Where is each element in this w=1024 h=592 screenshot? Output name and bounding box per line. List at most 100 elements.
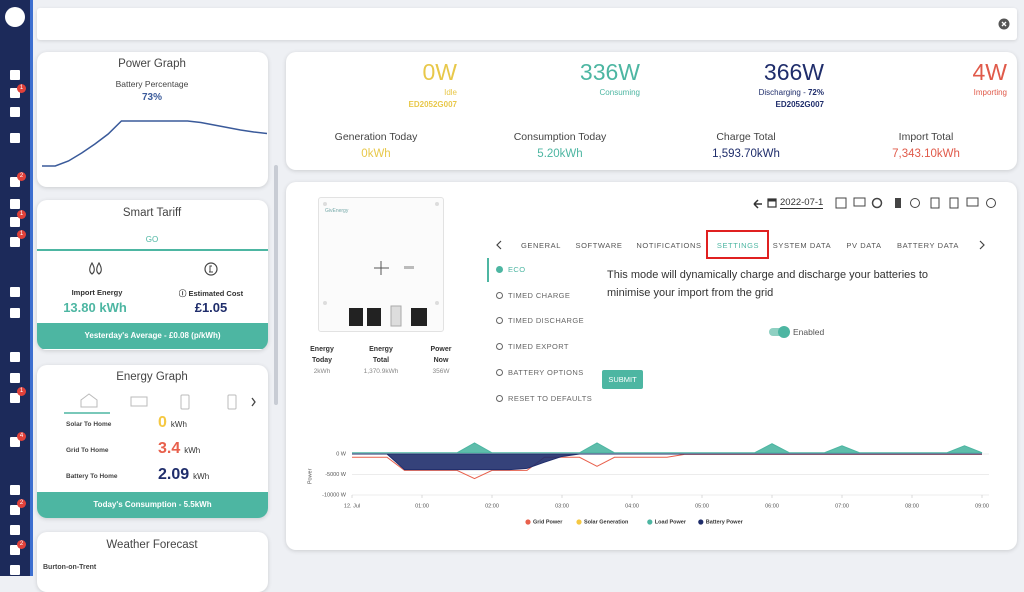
menu-active-bar [487,258,489,282]
status-percent: 72% [807,88,824,97]
nav-icon[interactable] [10,133,20,143]
status-text: Idle [444,88,457,97]
nav-icon[interactable] [10,393,20,403]
close-icon[interactable] [997,17,1011,31]
date-input[interactable]: 2022-07-1 [780,197,824,209]
legend-marker [525,519,531,525]
x-tick-label: 04:00 [625,503,639,509]
nav-icon[interactable] [10,437,20,447]
y-tick-label: -10000 W [322,492,347,498]
power-graph-card: Power Graph Battery Percentage 73% [37,52,268,187]
sparkline-line [42,120,268,167]
nav-icon[interactable] [10,237,20,247]
stat-value: 366W [763,59,824,85]
nav-icon[interactable] [10,545,20,555]
power-chart: 0 W -5000 W -10000 W 12. Jul 01:00 02:00 03:00… [307,442,989,525]
status-text: Importing [973,88,1007,97]
weather-card: Weather Forecast Burton-on-Trent [37,532,268,592]
nav-icon[interactable] [10,199,20,209]
status-text: Consuming [599,88,640,97]
logo[interactable] [5,7,25,27]
stat-status: Discharging - 72% [759,88,824,97]
tab[interactable]: SYSTEM DATA [772,241,832,250]
inverter-card: GivEnergy Energy Today 2kWh Energy Total 1,… [286,182,1017,550]
value: 2.09 [158,466,190,483]
tab[interactable]: GENERAL [520,241,562,250]
total-label: Generation Today [334,131,418,143]
tab[interactable]: NOTIFICATIONS [636,241,702,250]
nav-icon[interactable] [10,177,20,187]
legend-label: Battery Power [706,519,744,525]
legend-marker [647,519,653,525]
row-label: Grid To Home [66,447,109,454]
tab[interactable]: BATTERY DATA [897,241,959,250]
badge: 1 [17,210,26,219]
row-value: 0 kWh [158,414,187,432]
menu-item[interactable]: TIMED DISCHARGE [508,316,585,326]
unit: kWh [193,472,210,481]
menu-item[interactable]: RESET TO DEFAULTS [508,393,593,403]
scrollbar[interactable] [274,165,278,405]
back-arrow[interactable] [752,198,772,210]
tabs-next[interactable] [977,239,987,251]
import-value: 13.80 kWh [63,300,127,315]
nav-icon[interactable] [10,485,20,495]
x-tick-label: 02:00 [485,503,499,509]
nav-icon[interactable] [10,88,20,98]
menu-item[interactable]: ECO [508,265,526,274]
label: ⓘ Estimated Cost [179,288,243,299]
legend-label: Solar Generation [584,519,629,525]
legend-label: Grid Power [533,519,563,525]
submit-button[interactable]: SUBMIT [602,370,643,389]
tariff-tab[interactable]: GO [145,235,159,244]
total-value: 7,343.10kWh [892,148,960,160]
energy-icon [89,261,102,275]
nav-icon[interactable] [10,565,20,575]
menu-item[interactable]: BATTERY OPTIONS [508,367,584,377]
metric-label: Energy Total [369,346,393,364]
legend-label: Load Power [655,519,687,525]
menu-item[interactable]: TIMED CHARGE [508,290,571,300]
description: This mode will dynamically charge and di… [607,269,928,299]
search-bar[interactable] [37,8,1017,40]
brand: GivEnergy [325,208,349,214]
legend-marker [698,519,704,525]
menu-item[interactable]: TIMED EXPORT [508,342,569,352]
menu-icon [496,291,503,299]
x-tick-label: 07:00 [835,503,849,509]
stat-serial: ED2052G007 [775,100,824,109]
x-tick-label: 03:00 [555,503,569,509]
tab[interactable]: PV DATA [846,241,882,250]
tab-underline [37,249,268,251]
nav-icon[interactable] [10,70,20,80]
nav-icon[interactable] [10,505,20,515]
info-icon: ⓘ [178,289,189,298]
toolbar-icons[interactable] [834,196,999,210]
unit: kWh [184,446,201,455]
calendar-icon[interactable] [767,197,777,209]
badge: 1 [17,230,26,239]
nav-icon[interactable] [10,352,20,362]
nav-icon[interactable] [10,373,20,383]
tabs-prev[interactable] [494,239,504,251]
badge: 2 [17,540,26,549]
metric-value: 2kWh [313,368,331,375]
badge: 4 [17,432,26,441]
menu-icon [496,317,503,325]
nav-icon[interactable] [10,287,20,297]
nav-icon[interactable] [10,525,20,535]
toggle[interactable] [768,325,792,339]
tab[interactable]: SOFTWARE [575,241,623,250]
nav-icon[interactable] [10,107,20,117]
nav-icon[interactable] [10,308,20,318]
tab[interactable]: SETTINGS [716,241,760,250]
menu-icon [496,368,503,376]
metric-label: Power Now [430,346,452,364]
badge: 2 [17,499,26,508]
smart-tariff-card: Smart Tariff GO Import Energy ⓘ Estimate… [37,200,268,350]
nav-icon[interactable] [10,217,20,227]
stat-status: Importing [974,88,1007,97]
x-tick-label: 08:00 [905,503,919,509]
card-title: Power Graph [118,58,186,70]
source-icons [64,393,256,414]
